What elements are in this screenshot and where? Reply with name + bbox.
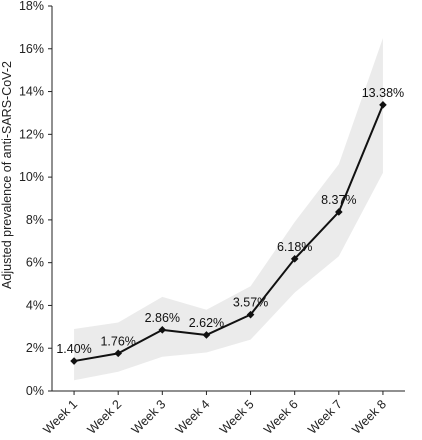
series-line: [73, 104, 384, 363]
data-point-marker: [379, 101, 387, 109]
y-tick-label: 16%: [19, 42, 44, 56]
data-label: 1.76%: [100, 334, 135, 348]
y-axis: 0% 2% 4% 6% 8% 10% 12% 14% 16% 18%: [19, 0, 53, 398]
markers-group: [70, 101, 387, 365]
data-point-marker: [202, 331, 211, 339]
series-line-group: [73, 104, 384, 363]
ci-band-group: [74, 38, 383, 381]
x-tick-label: Week 8: [349, 397, 389, 437]
y-tick-label: 8%: [26, 213, 44, 227]
data-labels-group: 1.40% 1.76% 2.86% 2.62% 3.57% 6.18% 8.37% 13.38…: [56, 86, 404, 356]
y-tick-label: 2%: [26, 341, 44, 355]
y-tick-label: 18%: [19, 0, 44, 13]
data-point-marker: [246, 310, 255, 319]
data-label: 6.18%: [277, 240, 312, 254]
x-tick-label: Week 6: [261, 397, 301, 437]
y-tick-label: 0%: [26, 384, 44, 398]
y-tick-label: 14%: [19, 85, 44, 99]
y-tick-label: 12%: [19, 127, 44, 141]
x-tick-label: Week 3: [129, 397, 169, 437]
data-label: 3.57%: [233, 296, 268, 310]
x-axis: Week 1 Week 2 Week 3 Week 4 Week 5 Week 6 Week…: [40, 390, 405, 437]
y-axis-title: Adjusted prevalence of anti-SARS-CoV-2: [0, 61, 14, 289]
data-label: 1.40%: [56, 342, 91, 356]
confidence-band: [74, 38, 383, 381]
x-tick-label: Week 2: [85, 397, 125, 437]
data-point-marker: [70, 357, 78, 365]
x-tick-label: Week 4: [173, 397, 213, 437]
y-tick-label: 4%: [26, 298, 44, 312]
x-tick-label: Week 1: [40, 397, 80, 437]
data-point-marker: [158, 326, 167, 334]
data-label: 2.86%: [145, 311, 180, 325]
data-point-marker: [290, 255, 299, 263]
data-point-marker: [335, 208, 343, 216]
data-point-marker: [114, 349, 122, 358]
data-label: 13.38%: [362, 86, 404, 100]
y-tick-label: 6%: [26, 256, 44, 270]
y-tick-label: 10%: [19, 170, 44, 184]
data-label: 2.62%: [189, 316, 224, 330]
data-label: 8.37%: [321, 193, 356, 207]
x-tick-label: Week 5: [217, 397, 257, 437]
x-tick-label: Week 7: [305, 397, 345, 437]
